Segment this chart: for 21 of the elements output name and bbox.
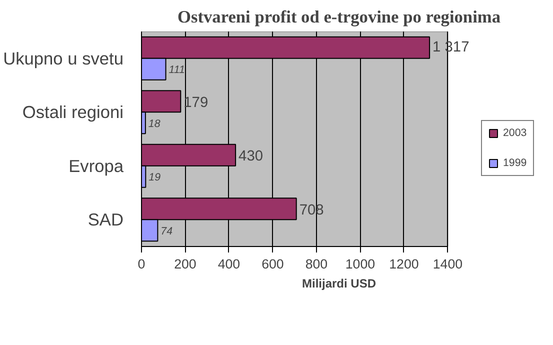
legend-label: 1999 bbox=[503, 157, 527, 169]
x-tick-label: 1000 bbox=[345, 256, 376, 272]
x-tick-label: 800 bbox=[305, 256, 328, 272]
x-tick-label: 200 bbox=[174, 256, 196, 272]
y-tick-label: Ukupno u svetu bbox=[3, 48, 124, 68]
data-label: 18 bbox=[148, 118, 160, 130]
data-label: 430 bbox=[238, 148, 264, 165]
data-label: 111 bbox=[168, 64, 186, 76]
y-tick-label: SAD bbox=[88, 210, 124, 230]
x-axis-title: Milijardi USD bbox=[302, 276, 376, 290]
y-tick-label: Ostali regioni bbox=[22, 102, 124, 122]
x-tick-label: 1200 bbox=[389, 256, 419, 272]
x-tick-label: 400 bbox=[218, 256, 240, 272]
y-tick-label: Evropa bbox=[68, 156, 124, 176]
x-tick-label: 600 bbox=[262, 256, 284, 272]
x-tick-label: 1400 bbox=[432, 256, 463, 272]
legend-label: 2003 bbox=[503, 127, 527, 139]
x-tick-label: 0 bbox=[138, 256, 146, 272]
data-label: 19 bbox=[148, 172, 161, 184]
chart-title: Ostvareni profit od e-trgovine po regionima bbox=[178, 8, 501, 26]
data-label: 74 bbox=[160, 225, 173, 238]
